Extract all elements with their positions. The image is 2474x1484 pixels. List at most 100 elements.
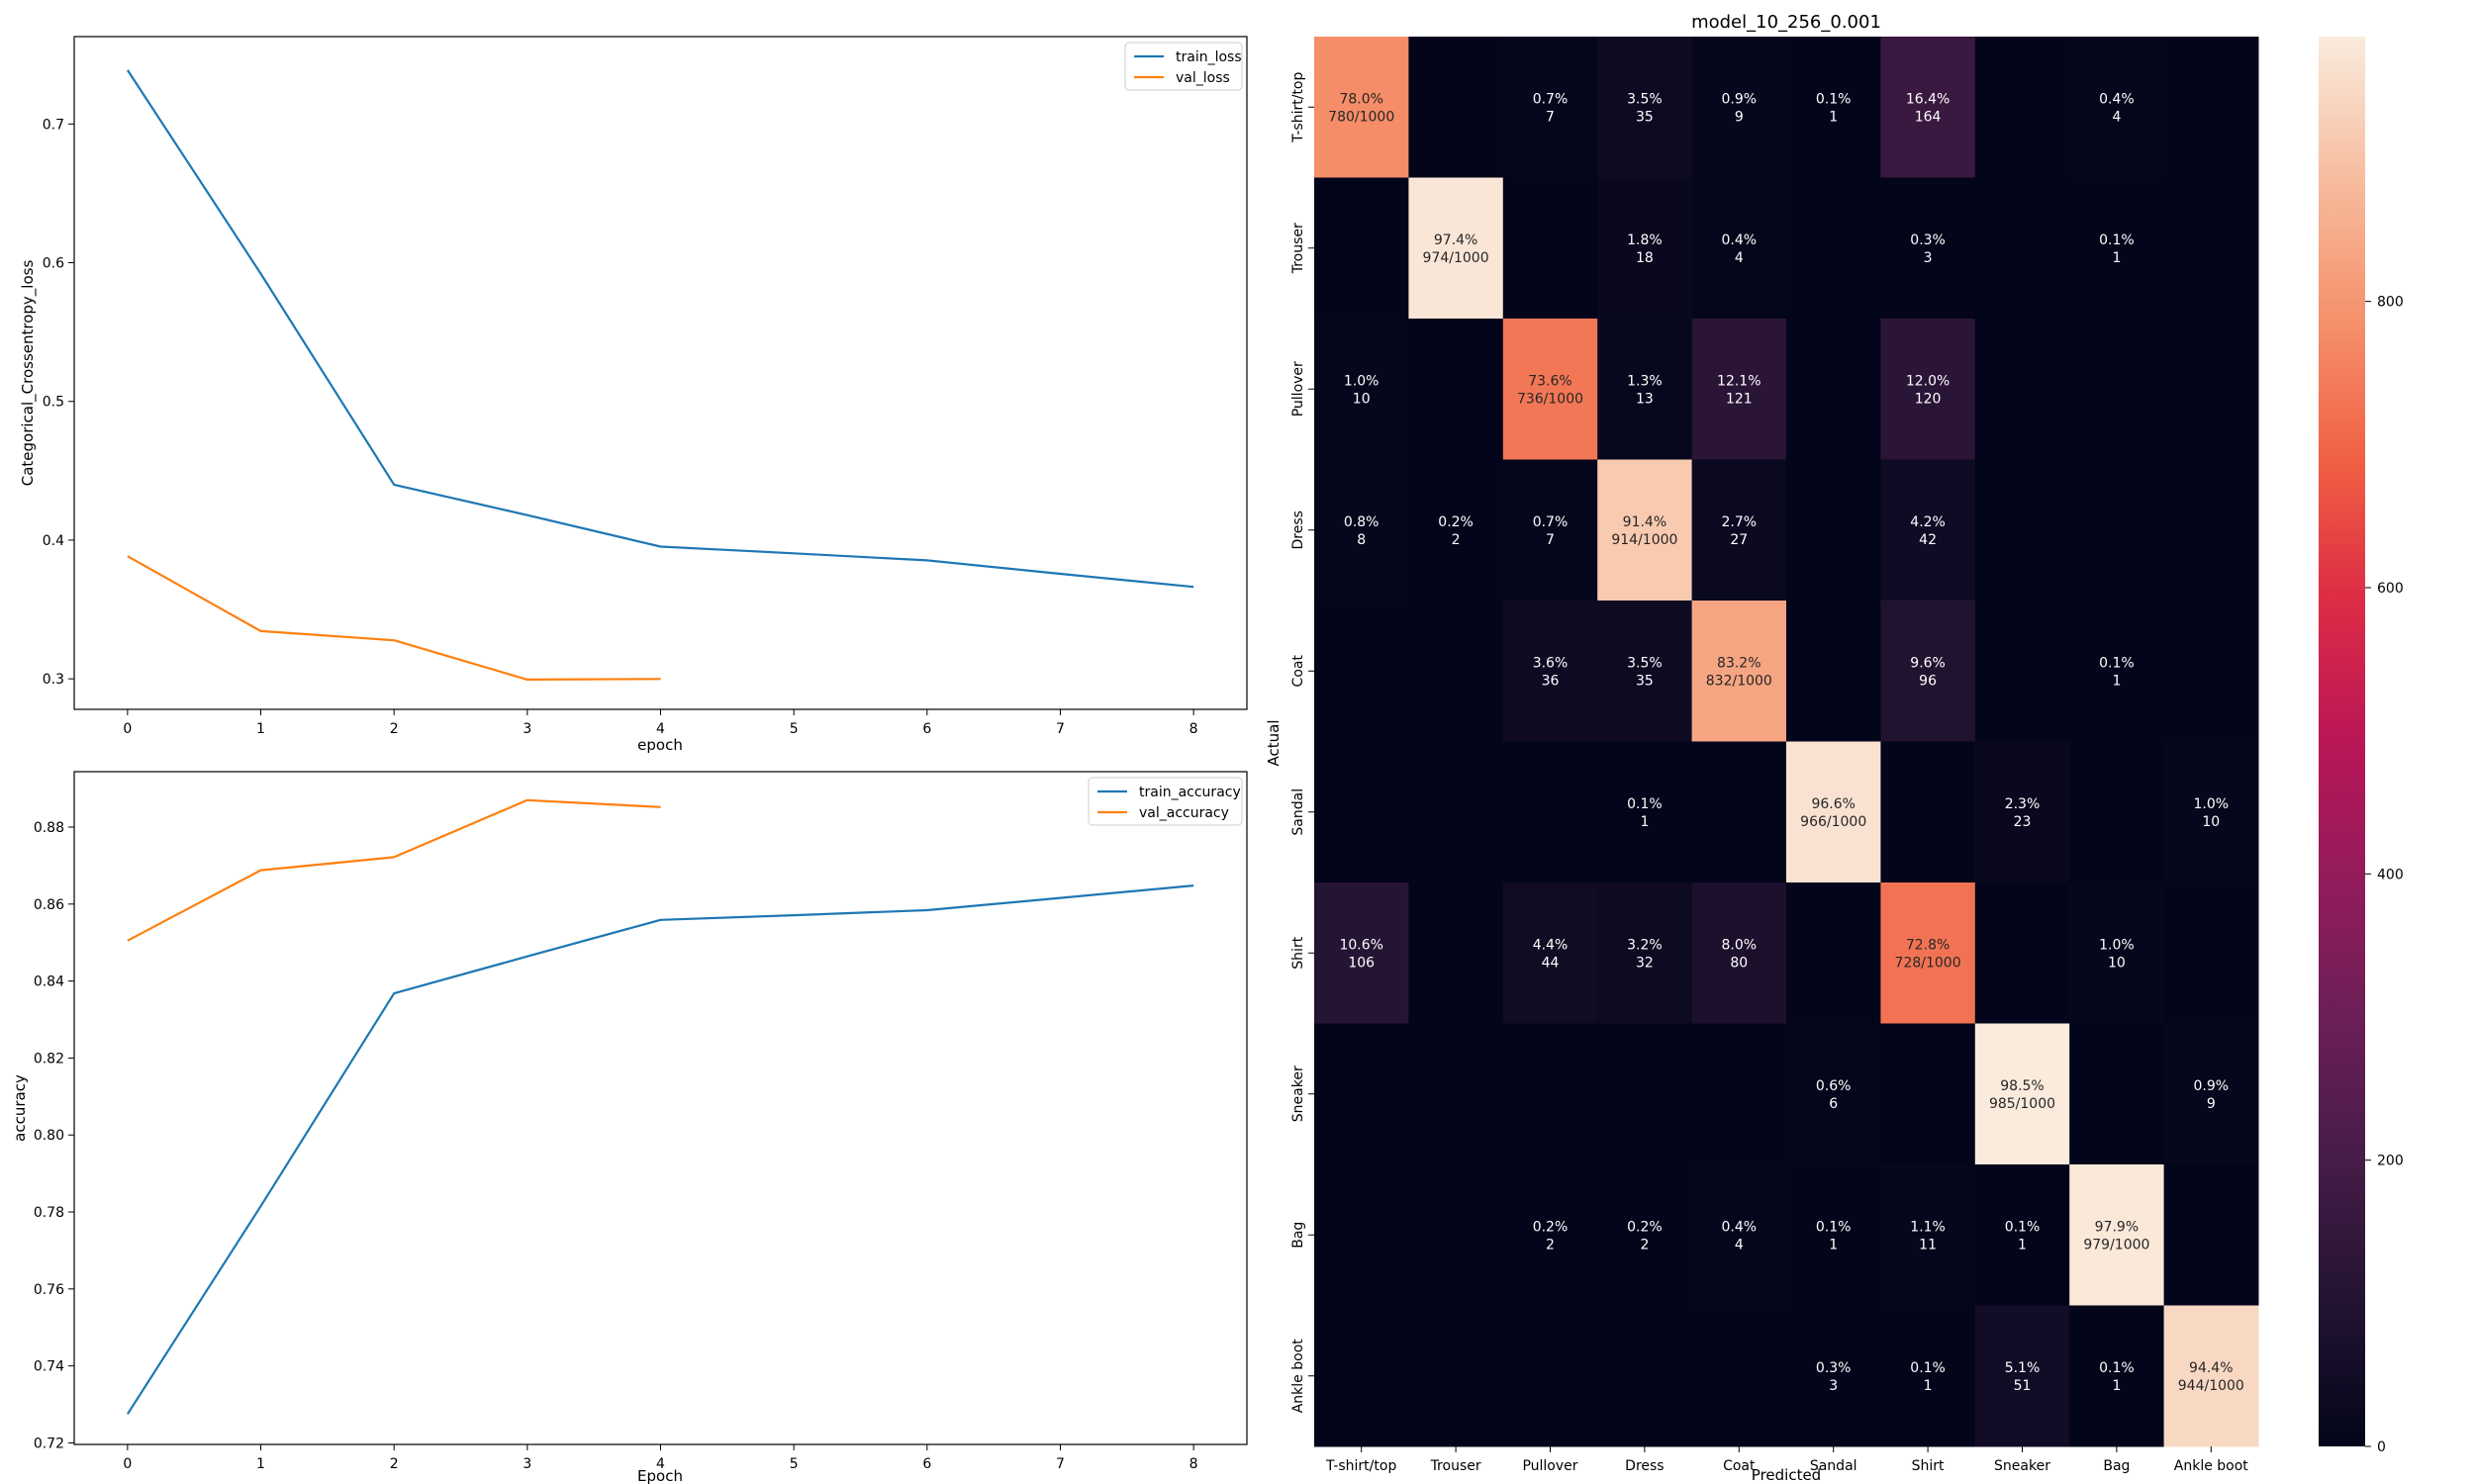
cm-cell-count: 7: [1546, 532, 1555, 548]
cm-cell: [1314, 601, 1409, 742]
cm-cell: [1786, 601, 1881, 742]
cm-cell: [1314, 37, 1409, 178]
cm-cell-count: 4: [1735, 250, 1744, 266]
cm-cell-percent: 3.6%: [1533, 655, 1569, 671]
cm-cell: [1786, 882, 1881, 1024]
cm-cell-percent: 73.6%: [1528, 373, 1571, 389]
acc-ytick-label: 0.76: [34, 1282, 64, 1298]
cm-cell: [1974, 177, 2070, 320]
cm-cell-count: 4: [2112, 109, 2121, 125]
cm-cell-count: 80: [1730, 955, 1748, 971]
cm-xtick-label: T-shirt/top: [1325, 1458, 1396, 1474]
cm-cell-percent: 1.0%: [2194, 796, 2230, 812]
legend-train-loss-label: train_loss: [1176, 49, 1242, 65]
loss-xtick-label: 8: [1189, 721, 1198, 737]
cm-cell: [2163, 741, 2259, 883]
colorbar-tick-label: 200: [2377, 1154, 2404, 1169]
cm-yticks: T-shirt/top Trouser Pullover Dress Coat Sanda…: [1290, 71, 1314, 1413]
cm-cell-percent: 91.4%: [1623, 514, 1666, 530]
loss-lines: [126, 69, 1194, 682]
cm-xtick-label: Sneaker: [1994, 1458, 2050, 1474]
cm-cell-count: 7: [1546, 109, 1555, 125]
loss-ytick-label: 0.5: [43, 395, 64, 411]
cm-cell-count: 96: [1919, 673, 1937, 689]
acc-ylabel: accuracy: [11, 1074, 29, 1142]
cm-cell: [1597, 882, 1693, 1024]
loss-xtick-label: 0: [123, 721, 132, 737]
cm-cell: [1408, 1305, 1504, 1447]
acc-ytick-label: 0.88: [34, 820, 64, 836]
acc-xtick-label: 3: [523, 1456, 531, 1472]
cm-cell: [1502, 459, 1598, 602]
cm-cell: [1880, 319, 1976, 460]
cm-cell-count: 9: [2207, 1096, 2216, 1112]
cm-cell-count: 1: [1640, 814, 1649, 830]
cm-cell: [1408, 1023, 1504, 1165]
cm-cell: [1786, 459, 1881, 602]
cm-cell: [1408, 1164, 1504, 1306]
loss-xtick-label: 5: [790, 721, 799, 737]
cm-cell-percent: 0.3%: [1910, 232, 1946, 248]
cm-cell: [2163, 319, 2259, 460]
cm-cell: [2069, 1164, 2165, 1306]
cm-cell: [2163, 601, 2259, 742]
cm-ytick-label: Bag: [1290, 1222, 1306, 1249]
cm-ytick-label: Dress: [1290, 510, 1306, 549]
cm-cell-percent: 0.2%: [1438, 514, 1474, 530]
cm-ytick-label: Shirt: [1290, 936, 1306, 969]
cm-cell: [1314, 882, 1409, 1024]
colorbar-ticks: 0 200 400 600 800: [2365, 295, 2404, 1455]
cm-cell: [1408, 177, 1504, 320]
cm-cell: [1880, 37, 1976, 178]
cm-cell-percent: 0.4%: [1722, 1219, 1758, 1235]
cm-cell: [1597, 741, 1693, 883]
cm-cell: [1408, 37, 1504, 178]
loss-chart: 0 1 2 3 4 5 6 7 8 0.3 0.4 0.5 0.6 0.7 epoch Categori…: [19, 36, 1248, 754]
cm-cell-percent: 3.5%: [1627, 655, 1663, 671]
cm-cell: [1597, 1164, 1693, 1306]
cm-cell: [1880, 1164, 1976, 1306]
cm-cell-count: 10: [1353, 391, 1371, 407]
acc-xtick-label: 0: [123, 1456, 132, 1472]
cm-cell: [1974, 1164, 2070, 1306]
cm-cell: [1974, 1023, 2070, 1165]
cm-cell-percent: 0.9%: [2194, 1078, 2230, 1094]
cm-cell: [1974, 601, 2070, 742]
cm-cell: [1974, 459, 2070, 602]
cm-cell-percent: 2.7%: [1722, 514, 1758, 530]
cm-cell-count: 6: [1829, 1096, 1838, 1112]
cm-cell-percent: 1.1%: [1910, 1219, 1946, 1235]
cm-cell-count: 9: [1735, 109, 1744, 125]
cm-cell-percent: 12.0%: [1906, 373, 1950, 389]
cm-cell-count: 1: [2112, 673, 2121, 689]
loss-ytick-label: 0.7: [43, 117, 64, 133]
val-accuracy-line: [127, 798, 661, 942]
cm-cell: [2163, 1305, 2259, 1447]
cm-cell: [1314, 177, 1409, 320]
cm-cell-percent: 0.4%: [2099, 91, 2135, 107]
cm-cell-percent: 3.5%: [1627, 91, 1663, 107]
cm-cell-count: 2: [1546, 1237, 1555, 1252]
cm-cell: [1880, 459, 1976, 602]
cm-cell-count: 18: [1636, 250, 1654, 266]
cm-cell-count: 728/1000: [1895, 955, 1961, 971]
cm-cell-count: 164: [1915, 109, 1942, 125]
cm-cell-percent: 4.2%: [1910, 514, 1946, 530]
cm-cell-labels: 78.0%780/10000.7%73.5%350.9%90.1%116.4%1…: [1328, 91, 2244, 1394]
cm-cell-count: 979/1000: [2083, 1237, 2149, 1252]
acc-ytick-label: 0.84: [34, 974, 64, 990]
cm-cell-count: 974/1000: [1423, 250, 1489, 266]
cm-cell-count: 780/1000: [1328, 109, 1394, 125]
cm-cell: [1314, 741, 1409, 883]
cm-cell: [1502, 177, 1598, 320]
cm-xlabel: Predicted: [1752, 1466, 1821, 1484]
acc-xtick-label: 8: [1189, 1456, 1198, 1472]
cm-cell-count: 3: [1924, 250, 1933, 266]
acc-xtick-label: 4: [656, 1456, 665, 1472]
cm-ytick-label: Pullover: [1290, 361, 1306, 417]
cm-cell: [1974, 882, 2070, 1024]
cm-cell-count: 914/1000: [1611, 532, 1677, 548]
acc-yticks: 0.72 0.74 0.76 0.78 0.80 0.82 0.84 0.86 0.88: [34, 820, 74, 1451]
